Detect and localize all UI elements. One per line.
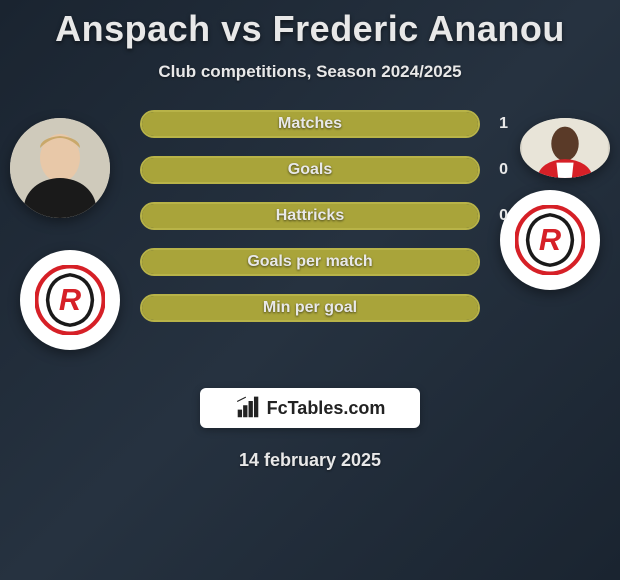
stat-row: 1Matches (140, 110, 480, 138)
stat-bar-track (140, 294, 480, 322)
player-right-avatar (520, 118, 610, 178)
page-title: Anspach vs Frederic Ananou (0, 8, 620, 50)
stat-bar-track (140, 110, 480, 138)
stat-bar-right-fill (310, 158, 478, 182)
svg-text:R: R (539, 222, 562, 257)
stat-row: Min per goal (140, 294, 480, 322)
stat-bar-right-fill (310, 296, 478, 320)
stats-section: R R 1Matches 0Goals 0Hattricks Goals per ma… (0, 110, 620, 370)
crest-icon: R (35, 265, 105, 335)
watermark: FcTables.com (200, 388, 420, 428)
stat-value-right: 0 (499, 202, 508, 230)
crest-icon: R (515, 205, 585, 275)
infographic-root: Anspach vs Frederic Ananou Club competit… (0, 0, 620, 471)
club-left-logo: R (20, 250, 120, 350)
stat-bar-track (140, 248, 480, 276)
person-icon (10, 118, 110, 218)
stat-row: Goals per match (140, 248, 480, 276)
stat-bar-left-fill (142, 158, 310, 182)
stat-bar-left-fill (142, 250, 310, 274)
stat-value-right: 0 (499, 156, 508, 184)
bar-chart-icon (235, 395, 261, 421)
stat-bars: 1Matches 0Goals 0Hattricks Goals per match M… (140, 110, 480, 322)
club-right-logo: R (500, 190, 600, 290)
player-left-avatar (10, 118, 110, 218)
stat-value-right: 1 (499, 110, 508, 138)
stat-row: 0Goals (140, 156, 480, 184)
svg-text:R: R (59, 282, 82, 317)
person-icon (520, 118, 610, 178)
stat-bar-track (140, 156, 480, 184)
subtitle: Club competitions, Season 2024/2025 (0, 62, 620, 82)
date-label: 14 february 2025 (0, 450, 620, 471)
stat-row: 0Hattricks (140, 202, 480, 230)
watermark-text: FcTables.com (267, 398, 386, 419)
stat-bar-left-fill (142, 204, 310, 228)
stat-bar-right-fill (310, 204, 478, 228)
stat-bar-track (140, 202, 480, 230)
stat-bar-right-fill (310, 250, 478, 274)
stat-bar-right-fill (142, 112, 478, 136)
stat-bar-left-fill (142, 296, 310, 320)
